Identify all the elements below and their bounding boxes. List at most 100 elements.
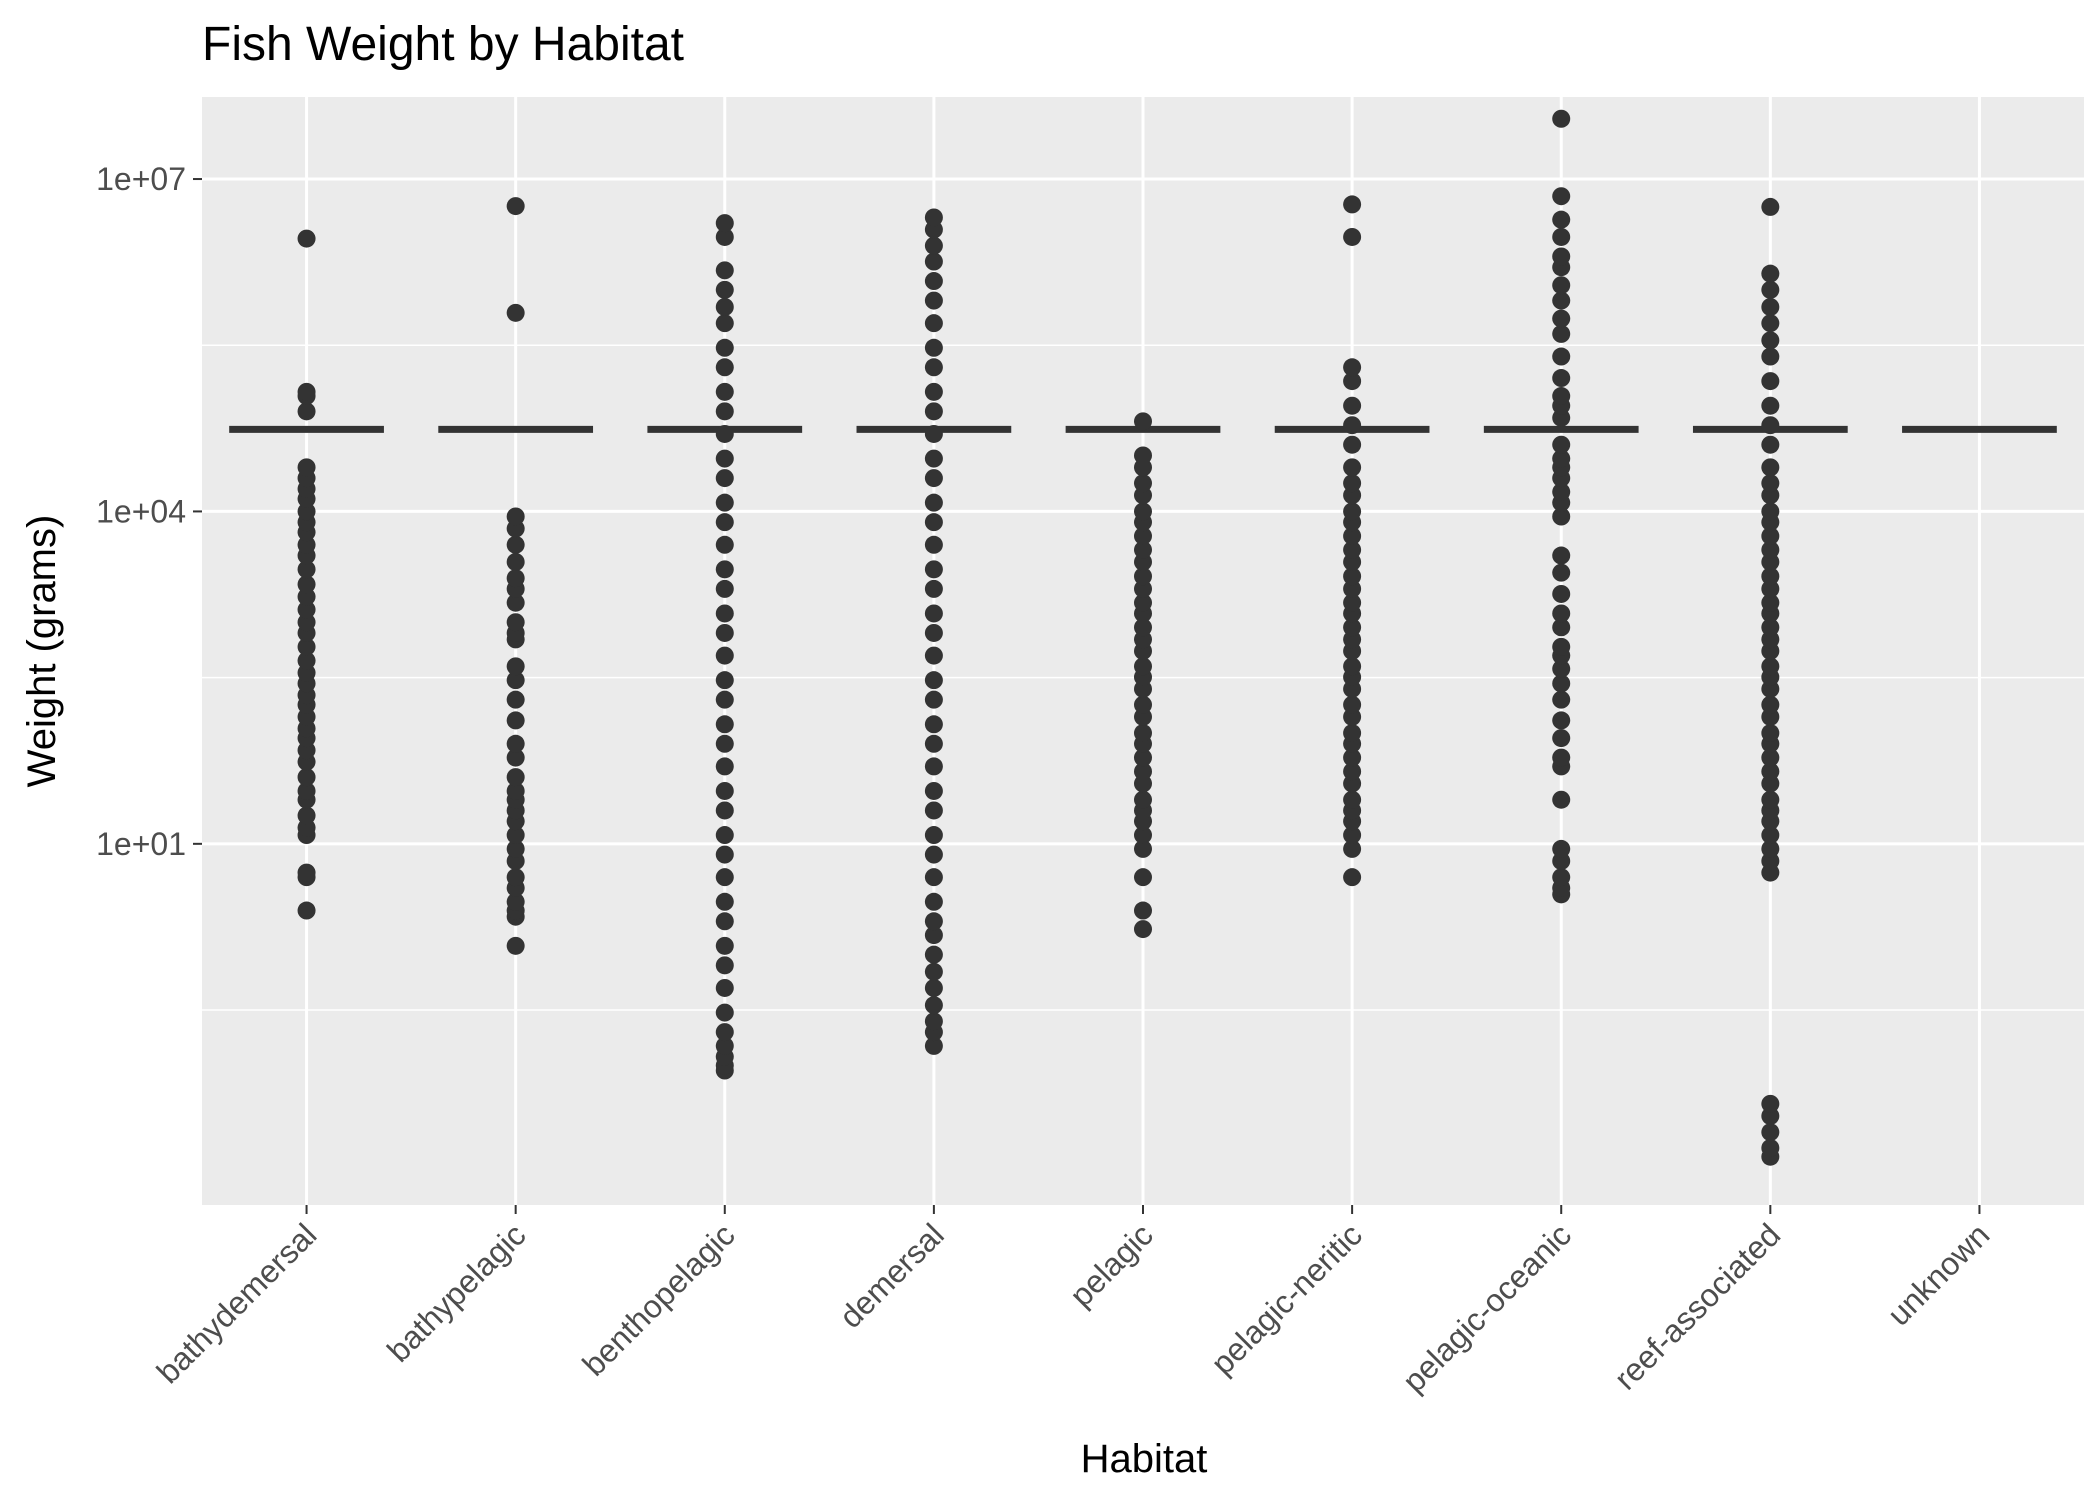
data-point-pelagic-oceanic — [1552, 309, 1571, 328]
data-point-pelagic-oceanic — [1552, 637, 1571, 656]
data-point-pelagic-oceanic — [1552, 563, 1571, 582]
data-point-pelagic-oceanic — [1552, 507, 1571, 526]
data-point-demersal — [924, 715, 943, 734]
data-point-pelagic — [1134, 790, 1152, 809]
data-point-benthopelagic — [715, 449, 734, 468]
data-point-benthopelagic — [715, 469, 734, 488]
data-point-benthopelagic — [715, 826, 734, 845]
data-point-pelagic-oceanic — [1552, 324, 1571, 343]
data-point-demersal — [924, 338, 943, 357]
data-point-bathydemersal — [297, 781, 316, 800]
data-point-pelagic — [1134, 724, 1152, 743]
data-point-pelagic-oceanic — [1552, 618, 1571, 637]
data-point-demersal — [924, 978, 943, 997]
data-point-bathypelagic — [506, 936, 525, 955]
data-point-reef-associated — [1761, 579, 1780, 598]
data-point-reef-associated — [1761, 280, 1780, 299]
data-point-pelagic-oceanic — [1552, 435, 1571, 454]
data-point-pelagic — [1134, 412, 1152, 431]
data-point-pelagic-oceanic — [1552, 748, 1571, 767]
data-point-bathypelagic — [506, 613, 525, 632]
data-point-bathypelagic — [506, 839, 525, 858]
data-point-pelagic — [1134, 868, 1152, 887]
data-point-pelagic-neritic — [1343, 195, 1362, 214]
data-point-pelagic — [1134, 748, 1152, 767]
data-point-reef-associated — [1761, 1138, 1780, 1157]
data-point-demersal — [924, 781, 943, 800]
data-point-benthopelagic — [715, 358, 734, 377]
data-point-pelagic-oceanic — [1552, 584, 1571, 603]
data-point-bathypelagic — [506, 711, 525, 730]
data-point-pelagic-neritic — [1343, 540, 1362, 559]
data-point-benthopelagic — [715, 280, 734, 299]
data-point-reef-associated — [1761, 826, 1780, 845]
data-point-reef-associated — [1761, 474, 1780, 493]
data-point-bathydemersal — [297, 229, 316, 248]
data-point-pelagic-neritic — [1343, 618, 1362, 637]
data-point-bathypelagic — [506, 552, 525, 571]
data-point-bathypelagic — [506, 690, 525, 709]
data-point-reef-associated — [1761, 458, 1780, 477]
data-point-benthopelagic — [715, 892, 734, 911]
data-point-pelagic-neritic — [1343, 227, 1362, 246]
data-point-benthopelagic — [715, 781, 734, 800]
data-point-pelagic — [1134, 567, 1152, 586]
data-point-pelagic-neritic — [1343, 748, 1362, 767]
data-point-pelagic-neritic — [1343, 762, 1362, 781]
data-point-pelagic-neritic — [1343, 724, 1362, 743]
data-point-demersal — [924, 912, 943, 931]
data-point-benthopelagic — [715, 715, 734, 734]
x-tick-label: demersal — [832, 1216, 951, 1335]
data-point-pelagic-neritic — [1343, 372, 1362, 391]
x-tick-label: unknown — [1880, 1216, 1996, 1332]
data-point-pelagic-neritic — [1343, 527, 1362, 546]
data-point-reef-associated — [1761, 331, 1780, 350]
data-point-demersal — [924, 493, 943, 512]
data-point-bathypelagic — [506, 768, 525, 787]
data-point-pelagic-oceanic — [1552, 247, 1571, 266]
data-point-pelagic-neritic — [1343, 358, 1362, 377]
data-point-benthopelagic — [715, 604, 734, 623]
data-point-pelagic-neritic — [1343, 657, 1362, 676]
data-point-bathydemersal — [297, 587, 316, 606]
data-point-pelagic — [1134, 920, 1152, 939]
data-point-pelagic-oceanic — [1552, 291, 1571, 310]
data-point-benthopelagic — [715, 734, 734, 753]
data-point-bathypelagic — [506, 781, 525, 800]
data-point-pelagic-oceanic — [1552, 868, 1571, 887]
data-point-benthopelagic — [715, 801, 734, 820]
data-point-bathypelagic — [506, 892, 525, 911]
data-point-demersal — [924, 996, 943, 1015]
data-point-benthopelagic — [715, 382, 734, 401]
x-tick-label: pelagic-oceanic — [1395, 1216, 1578, 1399]
data-point-demersal — [924, 314, 943, 333]
data-point-bathydemersal — [297, 535, 316, 554]
data-point-benthopelagic — [715, 671, 734, 690]
data-point-demersal — [924, 757, 943, 776]
data-point-benthopelagic — [715, 338, 734, 357]
data-point-demersal — [924, 535, 943, 554]
data-point-pelagic-oceanic — [1552, 711, 1571, 730]
data-point-pelagic — [1134, 540, 1152, 559]
data-point-pelagic-neritic — [1343, 458, 1362, 477]
data-point-pelagic-neritic — [1343, 826, 1362, 845]
data-point-benthopelagic — [715, 493, 734, 512]
data-point-pelagic-oceanic — [1552, 790, 1571, 809]
data-point-reef-associated — [1761, 762, 1780, 781]
data-point-benthopelagic — [715, 936, 734, 955]
data-point-bathypelagic — [506, 569, 525, 588]
x-axis: bathydemersal bathypelagic benthopelagic de… — [150, 1205, 1996, 1399]
data-point-bathypelagic — [506, 868, 525, 887]
data-point-demersal — [924, 208, 943, 227]
data-point-bathypelagic — [506, 593, 525, 612]
data-point-bathydemersal — [297, 575, 316, 594]
data-points — [297, 109, 1780, 1166]
data-point-bathydemersal — [297, 901, 316, 920]
x-tick-label: pelagic — [1063, 1216, 1160, 1313]
data-point-reef-associated — [1761, 790, 1780, 809]
data-point-demersal — [924, 604, 943, 623]
data-point-benthopelagic — [715, 690, 734, 709]
data-point-reef-associated — [1761, 314, 1780, 333]
data-point-pelagic-neritic — [1343, 790, 1362, 809]
data-point-demersal — [924, 962, 943, 981]
